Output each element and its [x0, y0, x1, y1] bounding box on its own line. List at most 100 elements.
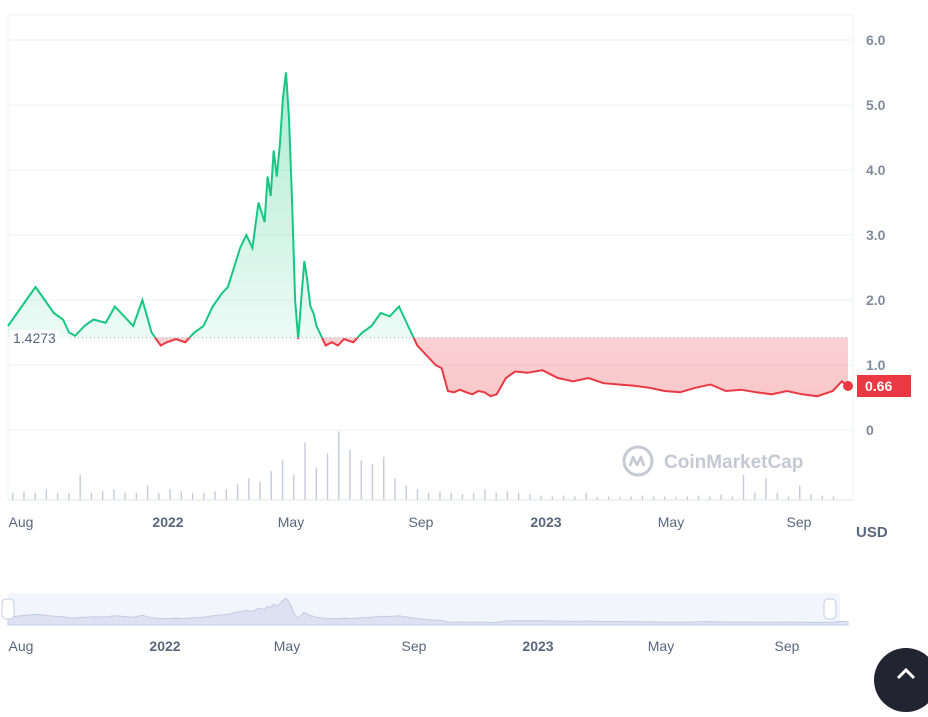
- price-area: [8, 72, 848, 397]
- volume-bar: [90, 492, 93, 500]
- volume-bar: [349, 449, 351, 500]
- volume-bar: [383, 456, 385, 500]
- current-price-dot: [843, 381, 853, 391]
- volume-bar: [484, 489, 486, 500]
- navigator-tick-label: Sep: [402, 638, 427, 654]
- navigator-tick-label: Aug: [9, 638, 34, 654]
- current-price-badge: 0.66: [857, 375, 911, 397]
- navigator-tick-label: 2023: [522, 638, 553, 654]
- x-axis: Aug 2022 May Sep 2023 May Sep: [9, 514, 812, 530]
- y-tick-label: 5.0: [866, 97, 886, 113]
- volume-bar: [259, 482, 261, 500]
- volume-bar: [697, 495, 700, 500]
- volume-bar: [225, 489, 228, 500]
- volume-bar: [281, 460, 284, 500]
- volume-bar: [203, 492, 205, 500]
- navigator-axis: Aug 2022 May Sep 2023 May Sep: [9, 638, 800, 654]
- navigator-area: [7, 597, 849, 626]
- x-tick-label: 2022: [152, 514, 183, 530]
- volume-bar: [776, 492, 778, 500]
- x-tick-label: Aug: [9, 514, 34, 530]
- area-below-reference: [155, 337, 848, 397]
- currency-label: USD: [856, 524, 888, 541]
- volume-bar: [754, 492, 756, 500]
- volume-bar: [304, 442, 306, 500]
- volume-bar: [810, 494, 812, 500]
- volume-bar: [124, 492, 126, 500]
- navigator-right-handle[interactable]: [823, 598, 837, 620]
- volume-bar: [574, 496, 576, 500]
- navigator-tick-label: May: [274, 638, 300, 654]
- volume-bar: [630, 496, 632, 500]
- navigator-left-handle[interactable]: [1, 598, 15, 620]
- volume-bar: [158, 492, 160, 500]
- volume-bar: [293, 474, 295, 500]
- volume-bar: [428, 492, 430, 500]
- navigator-tick-label: Sep: [775, 638, 800, 654]
- volume-bar: [799, 485, 801, 500]
- volume-bar: [34, 492, 36, 500]
- volume-bar: [180, 491, 183, 500]
- y-axis: 6.0 5.0 4.0 3.0 2.0 1.0 0: [866, 32, 886, 438]
- volume-bars: [8, 431, 853, 501]
- x-tick-label: 2023: [530, 514, 561, 530]
- volume-bar: [551, 496, 554, 500]
- volume-bar: [641, 495, 644, 500]
- volume-bar: [731, 496, 733, 500]
- volume-bar: [765, 478, 767, 500]
- volume-bar: [787, 496, 790, 500]
- volume-bar: [472, 492, 475, 500]
- volume-bar: [315, 467, 317, 500]
- volume-bar: [405, 485, 407, 500]
- volume-bar: [214, 491, 216, 500]
- y-tick-label: 1.0: [866, 357, 886, 373]
- volume-bar: [326, 453, 329, 500]
- navigator-tick-label: May: [648, 638, 674, 654]
- y-tick-label: 6.0: [866, 32, 886, 48]
- scroll-top-button[interactable]: [874, 648, 928, 712]
- y-tick-label: 3.0: [866, 227, 886, 243]
- volume-bar: [596, 497, 599, 500]
- y-tick-label: 2.0: [866, 292, 886, 308]
- watermark-text: CoinMarketCap: [664, 452, 803, 473]
- plot-frame: [7, 14, 854, 501]
- volume-bar: [709, 496, 711, 500]
- reference-price-label: 1.4273: [10, 330, 59, 346]
- volume-bar: [664, 496, 666, 500]
- x-tick-label: Sep: [787, 514, 812, 530]
- volume-bar: [113, 489, 115, 500]
- series-line-down: [153, 337, 849, 398]
- volume-bar: [371, 464, 374, 500]
- volume-bar: [416, 489, 419, 500]
- volume-bar: [191, 492, 194, 500]
- x-tick-label: May: [278, 514, 304, 530]
- volume-bar: [12, 492, 14, 500]
- volume-bar: [562, 495, 565, 500]
- x-tick-label: May: [658, 514, 684, 530]
- volume-bar: [675, 497, 677, 500]
- volume-bar: [68, 492, 70, 500]
- volume-bar: [742, 474, 745, 500]
- coinmarketcap-logo-icon: [622, 445, 654, 477]
- volume-bar: [45, 489, 48, 500]
- volume-bar: [101, 491, 104, 500]
- volume-bar: [450, 492, 452, 500]
- volume-bar: [56, 492, 59, 500]
- y-tick-label: 0: [866, 422, 874, 438]
- volume-bar: [832, 496, 835, 500]
- volume-bar: [585, 492, 587, 500]
- volume-bar: [338, 431, 340, 500]
- volume-bar: [461, 494, 464, 500]
- volume-bar: [540, 495, 542, 500]
- price-chart[interactable]: 6.0 5.0 4.0 3.0 2.0 1.0 0 CoinMarketCap Aug 202…: [0, 0, 928, 674]
- volume-bar: [529, 494, 531, 500]
- volume-bar: [506, 491, 509, 500]
- price-line: [7, 72, 849, 398]
- x-tick-label: Sep: [409, 514, 434, 530]
- volume-bar: [169, 489, 171, 500]
- volume-bar: [720, 494, 722, 500]
- range-navigator[interactable]: [1, 593, 849, 626]
- volume-bar: [79, 474, 81, 500]
- volume-bar: [248, 478, 250, 500]
- volume-bar: [135, 492, 138, 500]
